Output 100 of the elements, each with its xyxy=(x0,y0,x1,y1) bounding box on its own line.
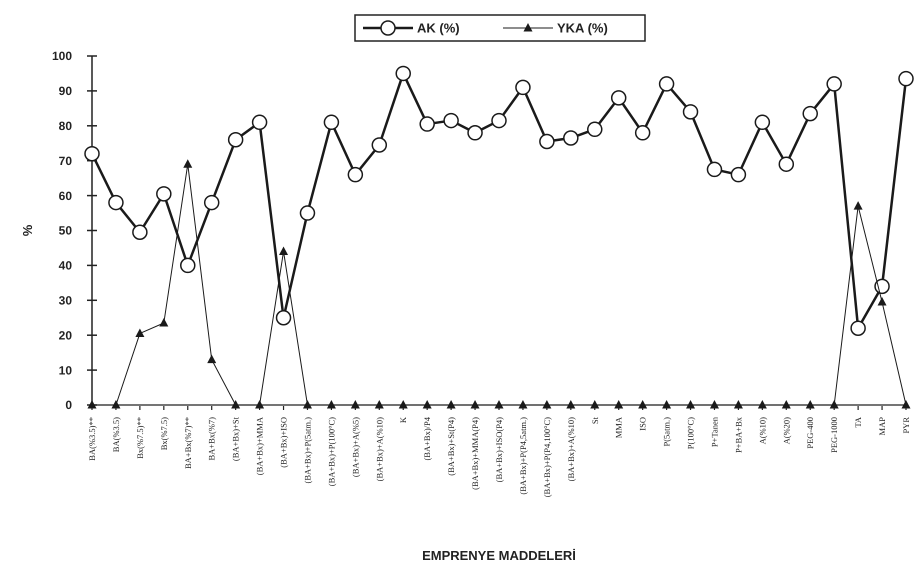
point xyxy=(806,400,815,408)
point xyxy=(374,400,384,408)
point xyxy=(207,354,216,364)
point xyxy=(898,70,914,86)
point xyxy=(470,400,480,408)
x-tick-label: (BA+Bx)+P(100°C) xyxy=(326,416,336,486)
point xyxy=(279,246,288,255)
x-tick-label: Bx(%7.5) xyxy=(158,416,169,450)
point xyxy=(830,400,839,408)
point xyxy=(302,400,312,408)
point xyxy=(88,400,96,408)
point xyxy=(706,162,722,178)
x-tick-label: ISO xyxy=(638,417,648,431)
point xyxy=(372,137,388,153)
point xyxy=(326,400,336,408)
x-tick-label: PEG-1000 xyxy=(829,417,840,453)
point xyxy=(135,328,144,337)
x-tick-label: (BA+Bx)+P(P4,100°C) xyxy=(542,416,552,498)
y-tick-label: 10 xyxy=(58,363,72,378)
point xyxy=(228,132,244,148)
point xyxy=(850,320,866,336)
point xyxy=(494,400,504,408)
x-tick-label: (BA+Bx)+MMA(P4) xyxy=(470,416,480,490)
y-tick-label: 50 xyxy=(58,224,72,238)
point xyxy=(782,400,791,408)
point xyxy=(467,125,483,141)
point xyxy=(398,400,408,408)
point xyxy=(566,400,576,408)
point xyxy=(682,104,698,120)
x-tick-label: A(%10) xyxy=(757,416,768,444)
point xyxy=(754,114,770,130)
point xyxy=(902,400,910,408)
point xyxy=(610,90,626,106)
point xyxy=(854,201,863,210)
x-tick-label: P+Tanen xyxy=(709,416,720,448)
point xyxy=(587,122,603,138)
x-tick-label: PYR xyxy=(901,416,911,434)
point xyxy=(350,400,360,408)
point xyxy=(348,166,364,182)
x-tick-label: MAP xyxy=(877,416,888,436)
y-tick-label: 80 xyxy=(58,119,72,133)
point xyxy=(276,310,292,326)
point xyxy=(84,146,100,162)
point xyxy=(730,166,746,182)
point xyxy=(518,400,528,408)
x-tick-label: (BA+Bx)+ISO(P4) xyxy=(494,416,504,482)
point xyxy=(159,318,168,326)
point xyxy=(156,186,172,202)
x-tick-label: K xyxy=(398,416,408,424)
point xyxy=(710,400,719,408)
point xyxy=(252,114,268,130)
x-tick-label: (BA+Bx)+ISO xyxy=(278,417,289,468)
x-tick-label: (BA+Bx)+A(%10) xyxy=(566,416,576,482)
x-tick-label: A(%20) xyxy=(781,416,792,444)
point xyxy=(183,159,192,168)
x-tick-label: Bx(%7.5)** xyxy=(134,417,145,459)
y-tick-label: 20 xyxy=(58,328,72,342)
x-tick-label: (BA+Bx)+MMA xyxy=(254,416,265,476)
y-tick-label: 100 xyxy=(52,49,72,64)
y-tick-label: 0 xyxy=(65,398,72,412)
legend-label: YKA (%) xyxy=(557,20,608,36)
point xyxy=(491,112,507,128)
point xyxy=(108,194,124,210)
x-tick-label: BA+Bx(%7)** xyxy=(182,417,193,470)
point xyxy=(542,400,552,408)
point xyxy=(590,400,600,408)
point xyxy=(255,400,264,408)
point xyxy=(878,297,887,306)
point xyxy=(802,106,818,122)
point xyxy=(734,400,743,408)
point xyxy=(300,205,316,221)
point xyxy=(686,400,696,408)
y-tick-label: 70 xyxy=(58,154,72,168)
point xyxy=(758,400,767,408)
point xyxy=(662,400,672,408)
legend-label: AK (%) xyxy=(417,20,460,36)
x-tick-label: St xyxy=(590,416,600,424)
x-tick-label: P+BA+Bx xyxy=(733,416,744,454)
point xyxy=(563,130,579,146)
point xyxy=(515,80,531,96)
x-tick-label: (BA+Bx)+A(%10) xyxy=(374,416,384,482)
x-tick-label: (BA+Bx)+P(5atm.) xyxy=(302,416,312,484)
point xyxy=(539,134,555,150)
x-tick-label: P(5atm.) xyxy=(662,416,672,447)
y-axis-title: % xyxy=(20,224,35,236)
point xyxy=(443,112,459,128)
point xyxy=(874,278,890,294)
y-tick-label: 60 xyxy=(58,188,72,203)
x-tick-label: (BA+Bx)+St(P4) xyxy=(446,416,456,476)
x-tick-label: TA xyxy=(853,416,864,428)
point xyxy=(180,258,196,274)
point xyxy=(634,125,650,141)
point xyxy=(111,400,120,408)
x-tick-label: (BA+Bx)+A(%5) xyxy=(350,416,360,478)
point xyxy=(324,114,340,130)
point xyxy=(446,400,456,408)
point xyxy=(614,400,624,408)
x-tick-label: (BA+Bx)+P(P4,5atm.) xyxy=(518,416,528,495)
x-tick-label: BA(%3.5) xyxy=(110,416,121,452)
x-tick-label: BA+Bx(%7) xyxy=(206,416,217,461)
